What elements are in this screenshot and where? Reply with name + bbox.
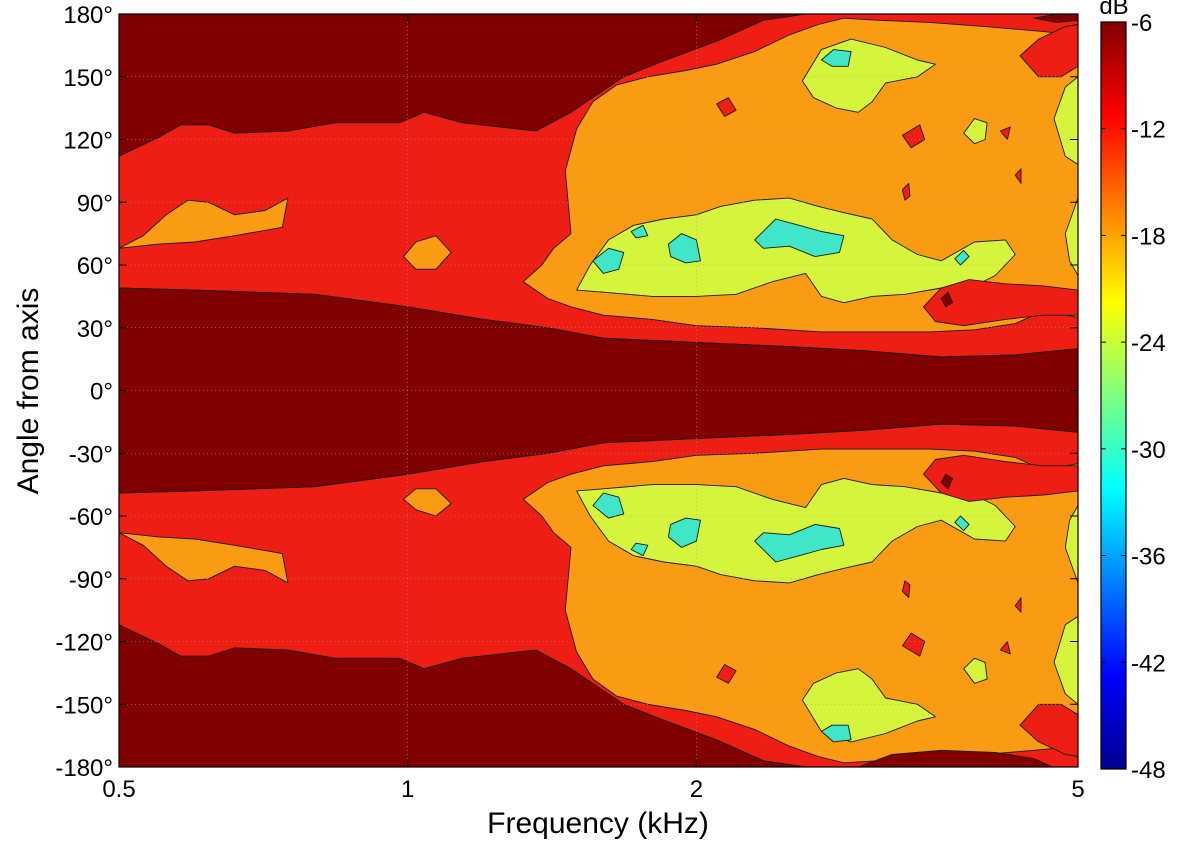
contour-region-24 xyxy=(667,517,701,548)
contour-region-28 xyxy=(820,724,852,743)
contour-region-47 xyxy=(940,473,954,490)
contour-region-35 xyxy=(901,182,911,201)
contour-region-5 xyxy=(119,197,289,249)
x-tick-label-1: 1 xyxy=(401,776,414,803)
contour-region-31 xyxy=(716,97,737,117)
contour-region-13 xyxy=(963,118,988,145)
contour-region-26 xyxy=(754,523,845,563)
colorbar-tick-label-5: -36 xyxy=(1131,544,1166,571)
y-tick-label-4: 60° xyxy=(77,253,113,280)
x-tick-label-0: 0.5 xyxy=(102,776,135,803)
colorbar-tick-label-3: -24 xyxy=(1131,330,1166,357)
y-tick-label-12: -180° xyxy=(55,755,113,782)
contour-region-27 xyxy=(820,49,852,67)
contour-region-22 xyxy=(630,542,649,557)
contour-region-41 xyxy=(1019,24,1078,78)
contour-region-17 xyxy=(1064,197,1078,276)
y-tick-label-3: 90° xyxy=(77,190,113,217)
contour-region-42 xyxy=(1019,703,1078,757)
colorbar-tick-label-1: -12 xyxy=(1131,117,1166,144)
y-tick-label-0: 180° xyxy=(63,2,113,29)
y-tick-label-1: 150° xyxy=(63,65,113,92)
contour-region-21 xyxy=(630,224,649,239)
contour-region-45 xyxy=(119,287,1078,494)
y-tick-label-10: -120° xyxy=(55,630,113,657)
contour-region-37 xyxy=(999,126,1011,140)
contour-region-48 xyxy=(1033,14,1078,23)
contour-region-25 xyxy=(754,218,845,258)
y-tick-label-2: 120° xyxy=(63,128,113,155)
colorbar-tick-label-0: -6 xyxy=(1131,10,1152,37)
contour-region-39 xyxy=(1014,168,1022,184)
contour-region-38 xyxy=(999,641,1011,655)
contour-region-12 xyxy=(801,668,936,743)
y-tick-label-5: 30° xyxy=(77,316,113,343)
contour-region-49 xyxy=(857,749,1053,767)
contour-region-7 xyxy=(403,235,452,270)
y-tick-label-11: -150° xyxy=(55,692,113,719)
contour-region-15 xyxy=(1053,76,1078,166)
contour-region-29 xyxy=(954,249,970,266)
x-tick-label-2: 2 xyxy=(690,776,703,803)
colorbar-tick-label-6: -42 xyxy=(1131,650,1166,677)
contour-region-6 xyxy=(119,532,289,584)
contour-region-23 xyxy=(667,233,701,264)
contour-region-30 xyxy=(954,515,970,532)
contour-region-46 xyxy=(940,291,954,308)
contour-region-19 xyxy=(592,247,625,274)
y-tick-label-6: 0° xyxy=(90,379,113,406)
y-tick-label-7: -30° xyxy=(69,441,113,468)
contour-region-32 xyxy=(716,664,737,684)
colorbar-tick-label-7: -48 xyxy=(1131,757,1166,784)
contour-region-20 xyxy=(592,492,625,519)
contour-region-9 xyxy=(576,197,1016,304)
x-tick-label-3: 5 xyxy=(1071,776,1084,803)
axis-ticks: 0.5 1 2 5 180° 150° 120° 90° 60° 30° 0° -30° -60° -90… xyxy=(55,2,1084,803)
contour-regions xyxy=(119,14,1078,767)
contour-region-36 xyxy=(901,580,911,599)
colorbar: dB -6 -12 -18 -24 -30 -36 -42 -48 xyxy=(1099,0,1165,784)
y-tick-label-9: -90° xyxy=(69,567,113,594)
colorbar-gradient xyxy=(1100,21,1127,770)
y-tick-label-8: -60° xyxy=(69,504,113,531)
contour-region-44 xyxy=(923,454,1078,502)
colorbar-ticks: -6 -12 -18 -24 -30 -36 -42 -48 xyxy=(1101,10,1166,784)
colorbar-tick-label-4: -30 xyxy=(1131,437,1166,464)
contour-region-18 xyxy=(1064,505,1078,584)
y-axis-title: Angle from axis xyxy=(12,288,45,495)
colorbar-unit: dB xyxy=(1099,0,1128,20)
x-axis-title: Frequency (kHz) xyxy=(487,807,709,840)
contour-region-40 xyxy=(1014,597,1022,613)
contour-region-33 xyxy=(901,124,926,149)
contour-region-34 xyxy=(901,632,926,657)
colorbar-tick-label-2: -18 xyxy=(1131,223,1166,250)
contour-region-14 xyxy=(963,657,988,684)
contour-region-8 xyxy=(403,488,452,517)
contour-region-10 xyxy=(576,477,1016,584)
contour-region-43 xyxy=(923,279,1078,327)
grid-lines xyxy=(119,14,1078,767)
contour-region-16 xyxy=(1053,615,1078,705)
